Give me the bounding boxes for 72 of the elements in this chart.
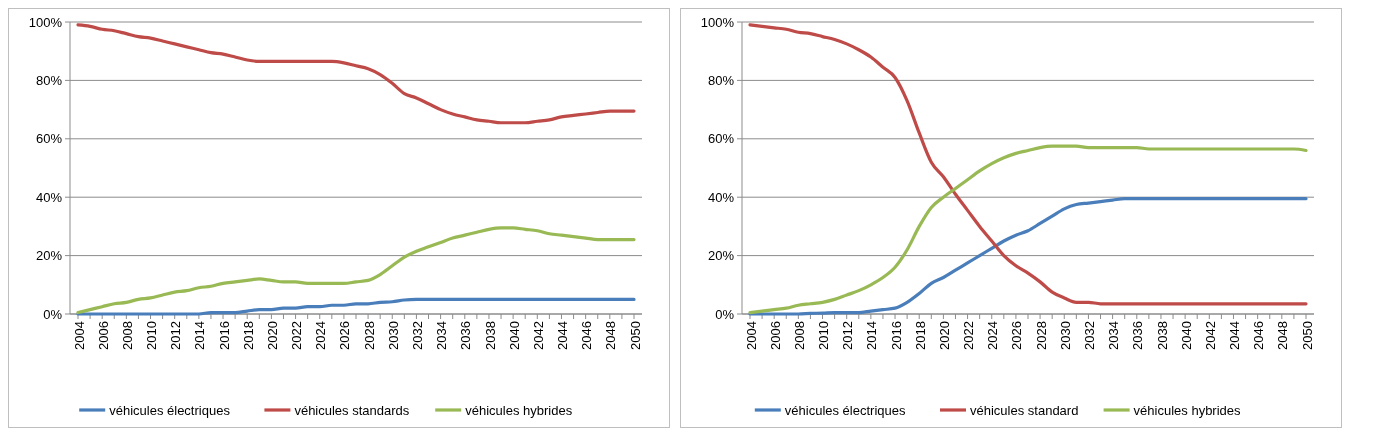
legend-label: véhicules électriques (784, 402, 906, 418)
x-tick-label: 2018 (912, 321, 928, 350)
x-tick-label: 2010 (144, 321, 160, 350)
x-tick-label: 2014 (864, 321, 880, 350)
y-tick-label: 60% (707, 131, 735, 147)
x-tick-label: 2008 (791, 321, 807, 350)
legend-label: véhicules hybrides (465, 402, 573, 418)
x-tick-label: 2024 (313, 321, 329, 350)
x-tick-label: 2050 (1299, 321, 1315, 350)
line-series (748, 23, 1308, 306)
y-tick-label: 40% (707, 189, 735, 205)
legend-label: véhicules standards (294, 402, 410, 418)
y-tick-label: 80% (707, 72, 735, 88)
legend-label: véhicules électriques (109, 402, 231, 418)
x-tick-label: 2030 (1057, 321, 1073, 350)
line-series (748, 197, 1308, 316)
x-tick-label: 2004 (743, 321, 759, 350)
x-tick-label: 2040 (506, 321, 522, 350)
x-tick-label: 2044 (555, 321, 571, 350)
y-tick-label: 0% (43, 306, 63, 322)
x-tick-label: 2016 (216, 321, 232, 350)
y-tick-label: 100% (28, 14, 63, 30)
x-tick-label: 2034 (1106, 321, 1122, 350)
x-tick-label: 2014 (192, 321, 208, 350)
x-tick-label: 2050 (627, 321, 643, 350)
x-tick-label: 2028 (361, 321, 377, 350)
x-tick-label: 2006 (95, 321, 111, 350)
x-tick-label: 2048 (1275, 321, 1291, 350)
x-tick-label: 2038 (482, 321, 498, 350)
x-tick-label: 2026 (1009, 321, 1025, 350)
x-tick-label: 2006 (767, 321, 783, 350)
line-series (76, 23, 636, 125)
x-tick-label: 2048 (603, 321, 619, 350)
x-tick-label: 2008 (119, 321, 135, 350)
x-tick-label: 2012 (168, 321, 184, 350)
y-tick-label: 100% (700, 14, 735, 30)
x-tick-label: 2012 (840, 321, 856, 350)
x-tick-label: 2016 (888, 321, 904, 350)
x-tick-label: 2042 (530, 321, 546, 350)
x-tick-label: 2028 (1033, 321, 1049, 350)
x-tick-label: 2038 (1154, 321, 1170, 350)
x-tick-label: 2044 (1227, 321, 1243, 350)
y-tick-label: 80% (35, 72, 63, 88)
line-series (748, 144, 1308, 315)
x-tick-label: 2034 (434, 321, 450, 350)
x-tick-label: 2032 (1081, 321, 1097, 350)
y-tick-label: 60% (35, 131, 63, 147)
x-tick-label: 2022 (289, 321, 305, 350)
x-tick-label: 2036 (1130, 321, 1146, 350)
y-tick-label: 20% (707, 248, 735, 264)
x-tick-label: 2030 (385, 321, 401, 350)
x-tick-label: 2010 (816, 321, 832, 350)
legend-label: véhicules standard (970, 402, 1079, 418)
x-tick-label: 2024 (985, 321, 1001, 350)
x-tick-label: 2026 (337, 321, 353, 350)
x-tick-label: 2032 (409, 321, 425, 350)
y-tick-label: 40% (35, 189, 63, 205)
x-tick-label: 2046 (1251, 321, 1267, 350)
x-tick-label: 2046 (579, 321, 595, 350)
x-tick-label: 2022 (961, 321, 977, 350)
legend-label: véhicules hybrides (1133, 402, 1242, 418)
x-tick-label: 2018 (240, 321, 256, 350)
y-tick-label: 20% (35, 248, 63, 264)
line-series (76, 226, 636, 315)
line-series (76, 297, 636, 316)
x-tick-label: 2020 (264, 321, 280, 350)
x-tick-label: 2042 (1202, 321, 1218, 350)
x-tick-label: 2004 (71, 321, 87, 350)
x-tick-label: 2040 (1178, 321, 1194, 350)
x-tick-label: 2036 (458, 321, 474, 350)
x-tick-label: 2020 (936, 321, 952, 350)
y-tick-label: 0% (715, 306, 735, 322)
